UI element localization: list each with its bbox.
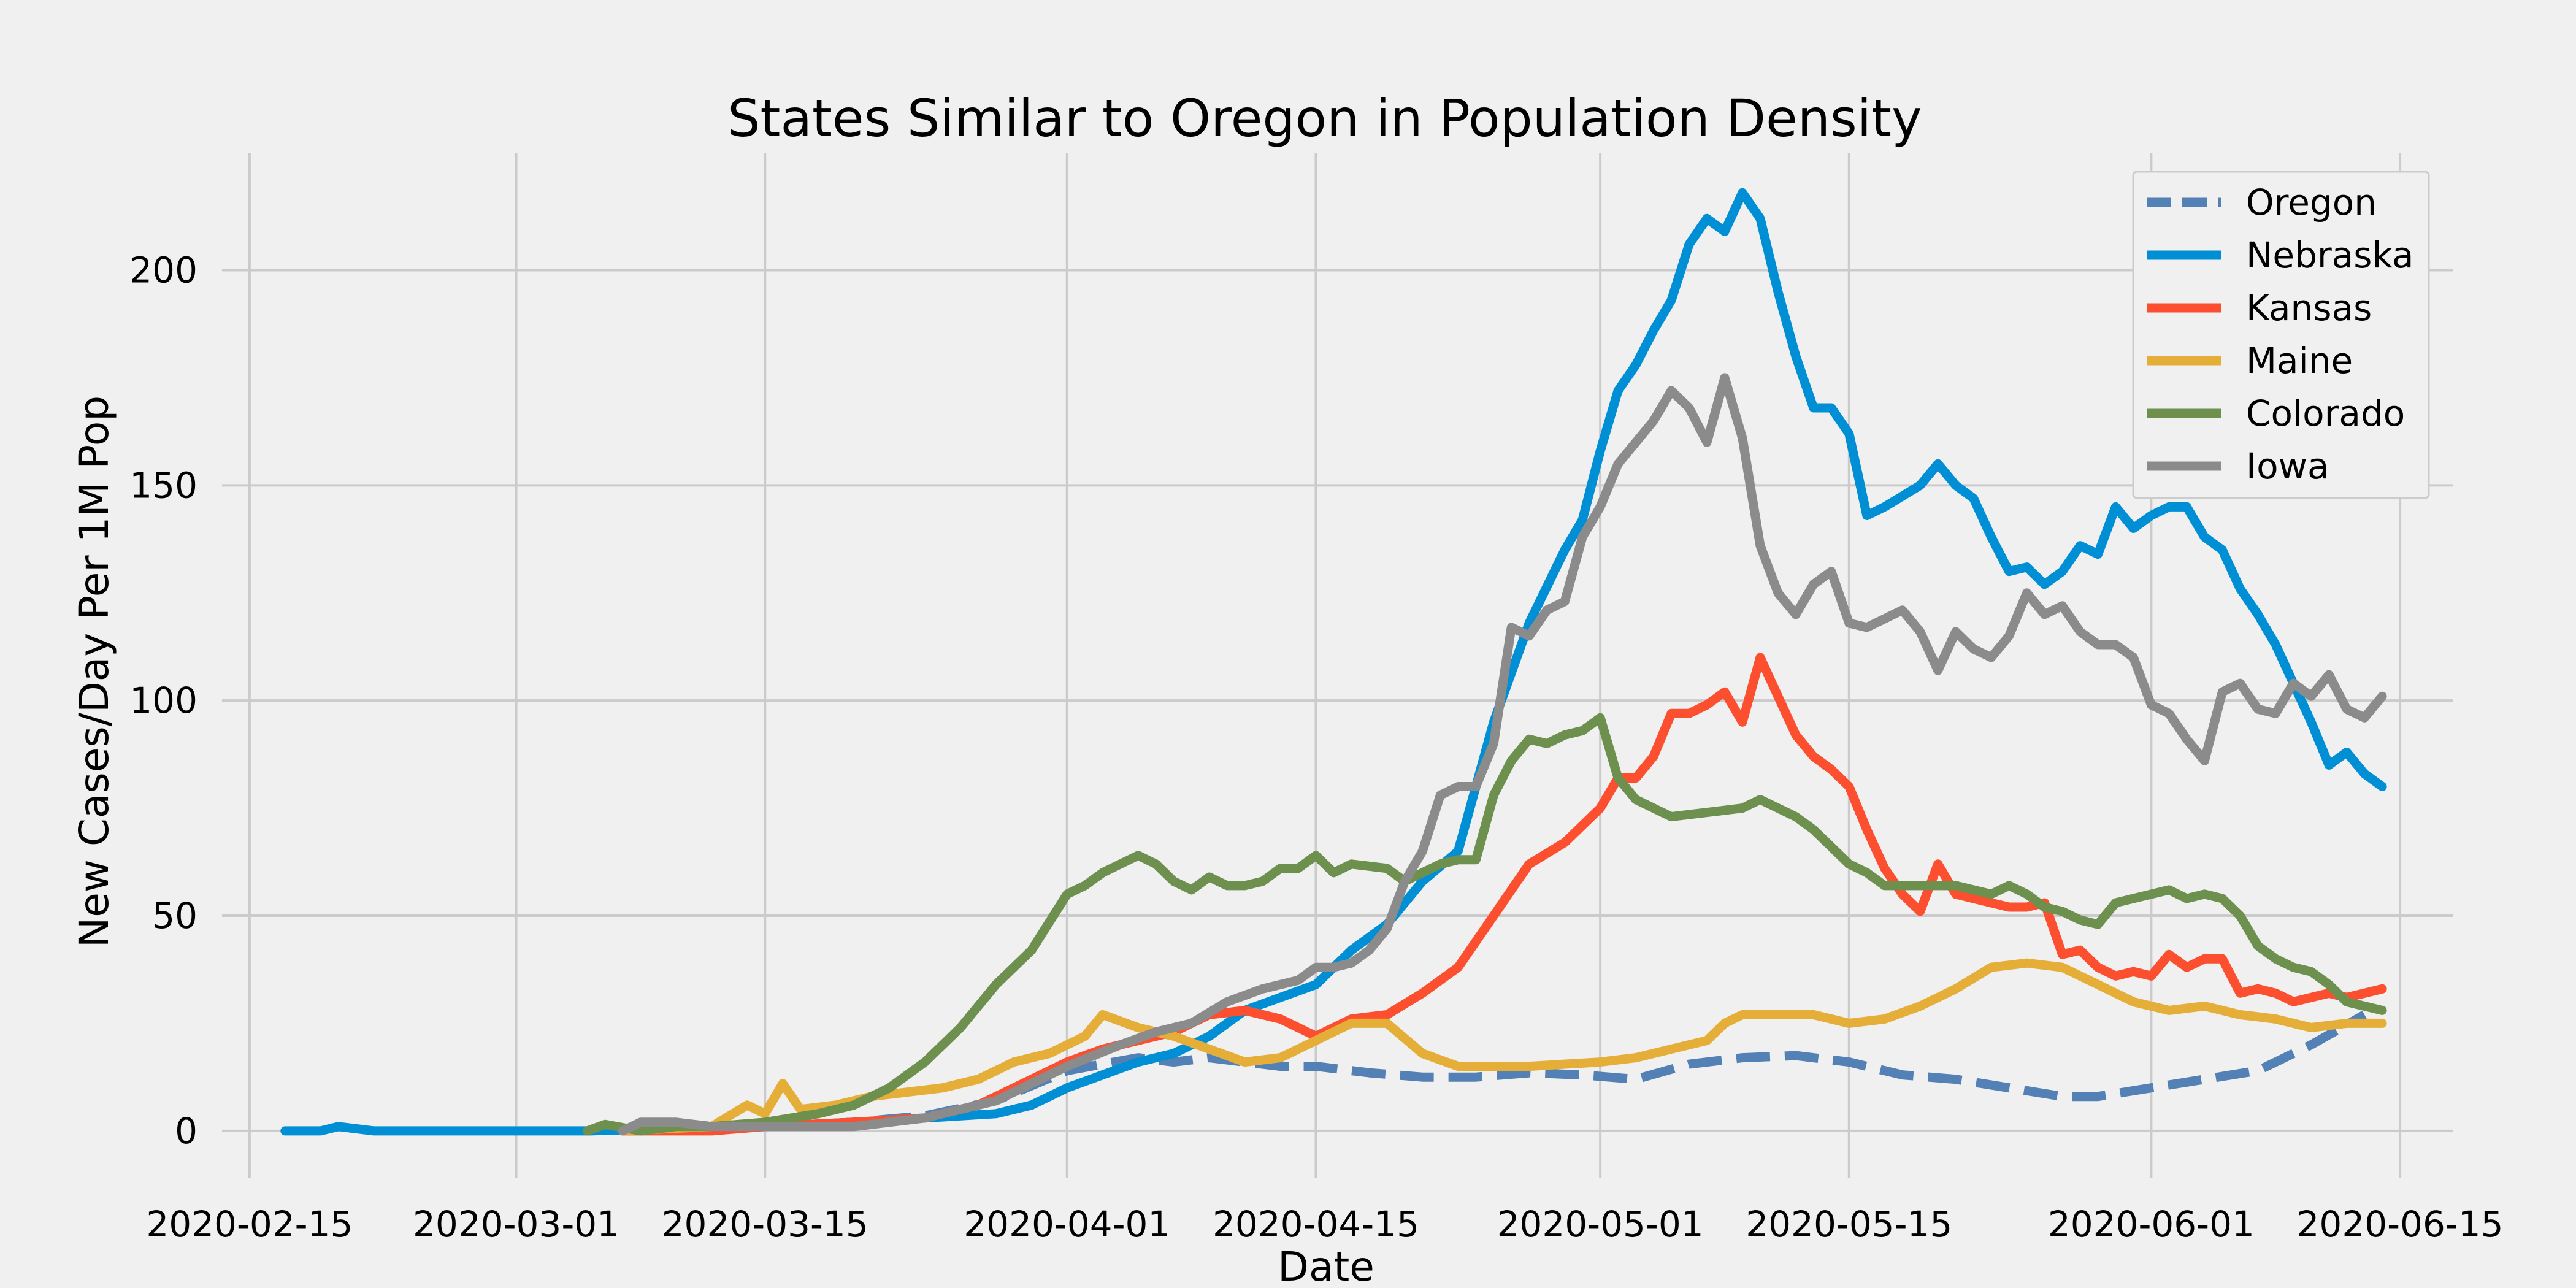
series-lines [280,188,2387,1136]
y-tick-label: 0 [175,1110,197,1152]
x-tick-label: 2020-04-01 [964,1203,1170,1245]
x-tick-label: 2020-02-15 [146,1203,353,1245]
legend-label-oregon: Oregon [2246,182,2377,223]
legend-label-colorado: Colorado [2246,393,2405,434]
x-tick-label: 2020-04-15 [1213,1203,1419,1245]
series-line-nebraska [280,188,2387,1136]
series-line-maine [618,958,2387,1136]
legend-label-iowa: Iowa [2246,445,2329,487]
series-line-colorado [582,713,2387,1136]
y-tick-label: 50 [152,895,197,937]
y-axis-title: New Cases/Day Per 1M Pop [71,396,118,948]
x-tick-label: 2020-05-15 [1746,1203,1952,1245]
legend-label-nebraska: Nebraska [2246,234,2414,276]
x-tick-label: 2020-03-15 [662,1203,868,1245]
x-tick-label: 2020-03-01 [413,1203,619,1245]
y-tick-label: 100 [129,680,197,721]
legend: Oregon Nebraska Kansas Maine Colorado Iowa [2132,171,2430,499]
y-tick-label: 200 [129,250,197,291]
y-tick-label: 150 [129,464,197,506]
x-tick-label: 2020-06-01 [2048,1203,2255,1245]
chart-title: States Similar to Oregon in Population D… [727,88,1922,148]
tick-labels: 2020-02-15 2020-03-01 2020-03-15 2020-04-01… [129,250,2503,1245]
x-axis-title: Date [1278,1243,1374,1288]
x-tick-label: 2020-05-01 [1497,1203,1704,1245]
legend-label-kansas: Kansas [2246,287,2372,329]
legend-label-maine: Maine [2246,340,2353,381]
x-tick-label: 2020-06-15 [2297,1203,2504,1245]
series-line-iowa [618,373,2387,1136]
